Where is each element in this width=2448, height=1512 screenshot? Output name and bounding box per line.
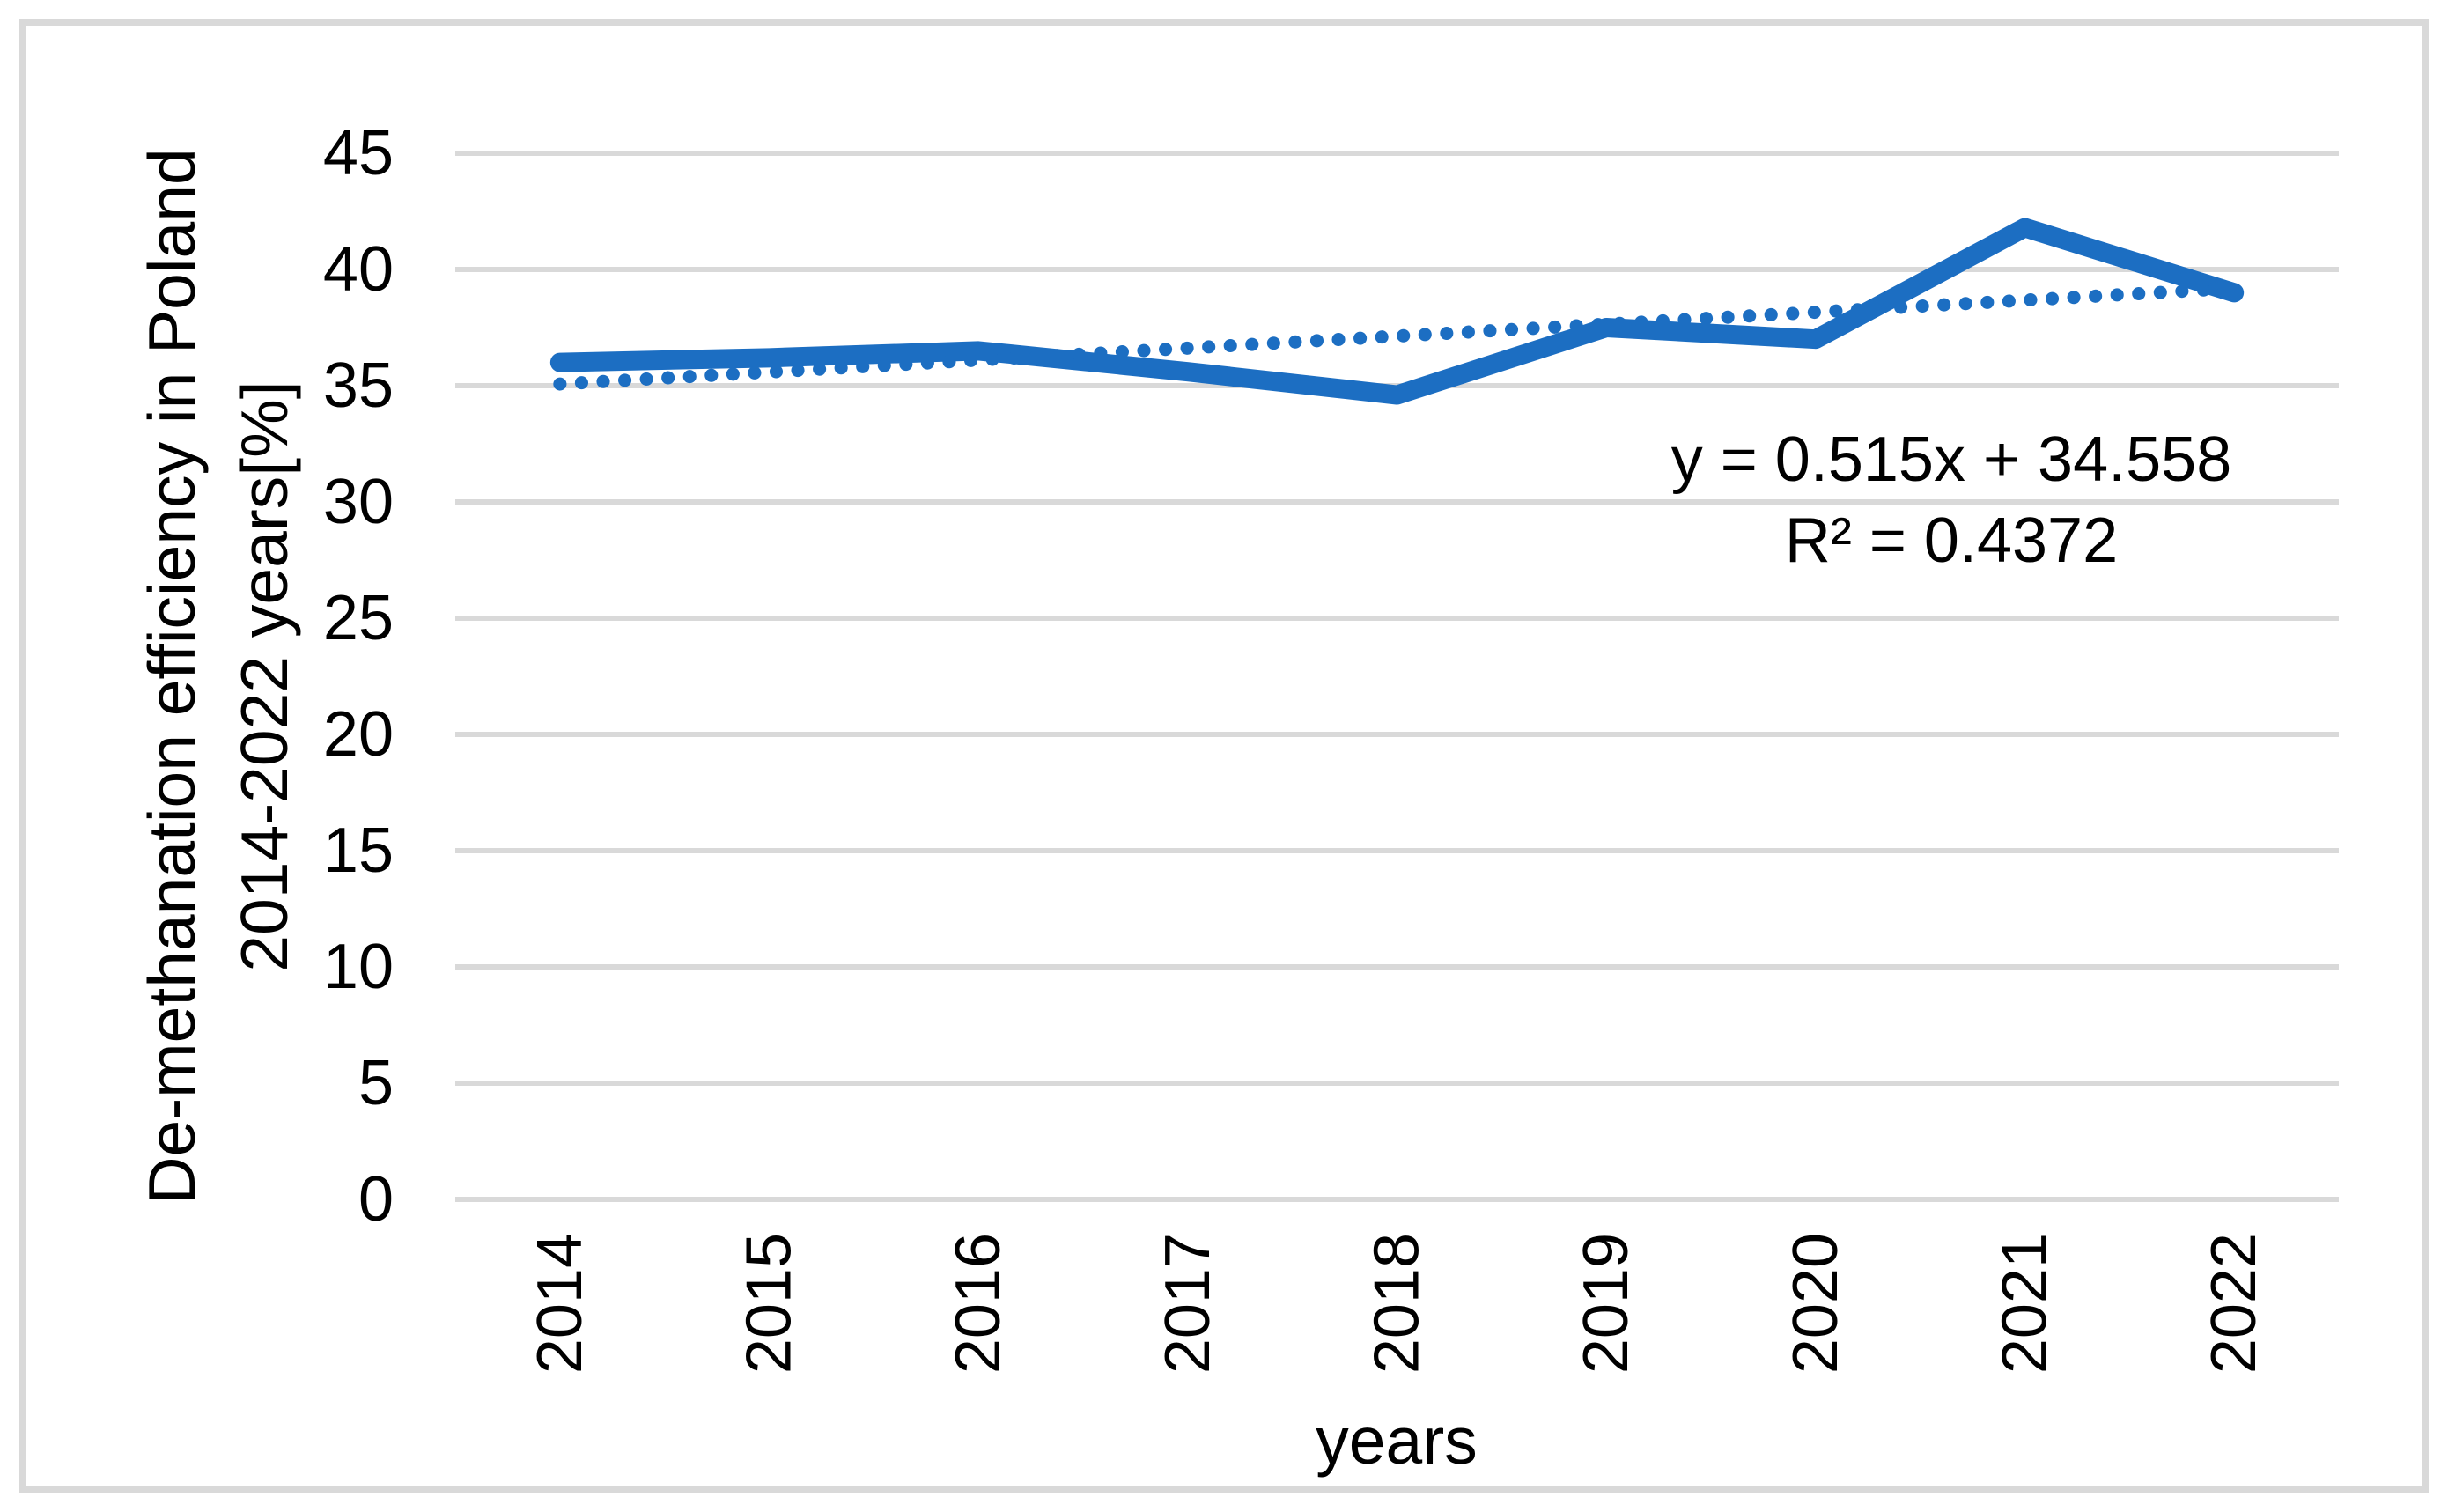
- y-tick-label: 35: [323, 350, 394, 421]
- y-tick-label: 5: [358, 1048, 394, 1118]
- y-tick-label: 30: [323, 467, 394, 537]
- y-axis-title-line2: 2014-2022 years[%]: [227, 380, 301, 972]
- trendline-annotation: y = 0.515x + 34.558 R² = 0.4372: [1555, 419, 2348, 581]
- x-axis-title: years: [1316, 1404, 1478, 1478]
- x-tick-label: 2014: [525, 1233, 595, 1374]
- y-tick-label: 0: [358, 1164, 394, 1235]
- x-tick-label: 2021: [1990, 1233, 2061, 1374]
- x-tick-label: 2019: [1571, 1233, 1641, 1374]
- x-tick-label: 2018: [1362, 1233, 1433, 1374]
- y-tick-label: 15: [323, 815, 394, 886]
- trendline-equation: y = 0.515x + 34.558: [1670, 424, 2232, 495]
- y-axis-title-line1: De-methanation efficiency in Poland: [135, 148, 209, 1205]
- figure-border: [19, 19, 2429, 1493]
- y-tick-label: 10: [323, 932, 394, 1002]
- x-tick-label: 2016: [943, 1233, 1014, 1374]
- y-tick-label: 40: [323, 234, 394, 305]
- data-series-line: [549, 218, 2245, 405]
- x-tick-label: 2017: [1153, 1233, 1223, 1374]
- trendline-dotted: [553, 281, 2241, 391]
- y-tick-label: 25: [323, 583, 394, 653]
- y-tick-label: 20: [323, 699, 394, 770]
- x-tick-label: 2015: [734, 1233, 805, 1374]
- y-tick-label: 45: [323, 118, 394, 188]
- x-tick-label: 2022: [2199, 1233, 2269, 1374]
- trendline-r-squared: R² = 0.4372: [1784, 505, 2119, 576]
- x-tick-label: 2020: [1781, 1233, 1851, 1374]
